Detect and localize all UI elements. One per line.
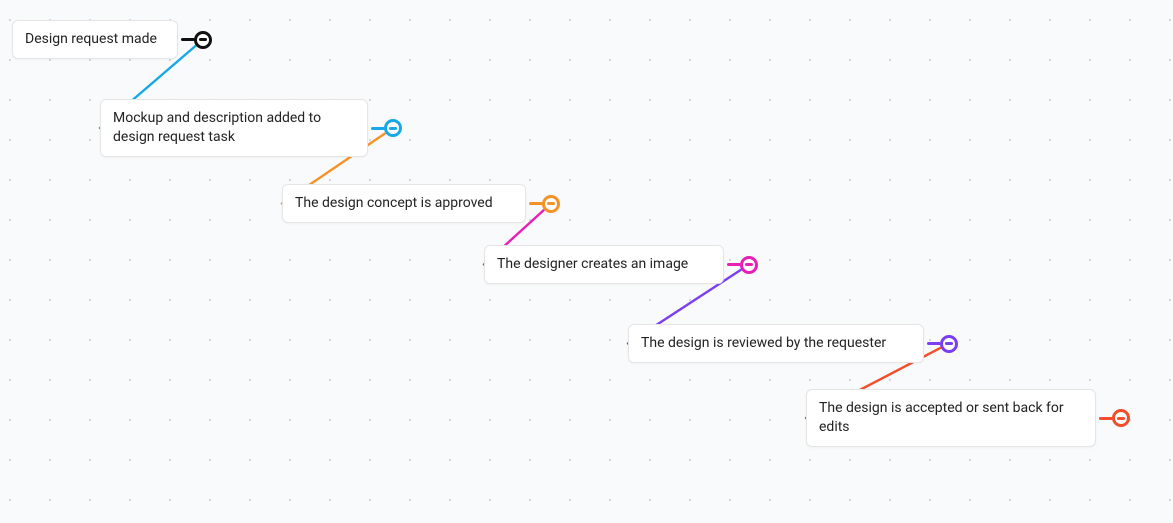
- flow-node[interactable]: Design request made: [12, 20, 178, 59]
- port-dash-icon: [547, 202, 555, 205]
- port[interactable]: [1112, 409, 1130, 427]
- port[interactable]: [940, 335, 958, 353]
- port-stub: [371, 127, 385, 130]
- port-stub: [181, 38, 195, 41]
- port[interactable]: [384, 119, 402, 137]
- flow-node-label: The design concept is approved: [295, 195, 493, 211]
- port-dash-icon: [1117, 417, 1125, 420]
- diagram-canvas[interactable]: Design request made Mockup and descriptio…: [0, 0, 1173, 523]
- flow-node-label: The designer creates an image: [497, 256, 688, 272]
- flow-node[interactable]: The design is reviewed by the requester: [628, 324, 924, 363]
- port[interactable]: [194, 31, 212, 49]
- port-dash-icon: [389, 127, 397, 130]
- flow-node[interactable]: The design is accepted or sent back for …: [806, 389, 1096, 447]
- port-dash-icon: [945, 342, 953, 345]
- port[interactable]: [542, 195, 560, 213]
- flow-node[interactable]: The designer creates an image: [484, 245, 724, 284]
- port-stub: [1099, 417, 1113, 420]
- flow-node-label: Design request made: [25, 31, 157, 47]
- port-stub: [927, 342, 941, 345]
- port-stub: [727, 263, 741, 266]
- port-dash-icon: [745, 263, 753, 266]
- flow-node[interactable]: Mockup and description added to design r…: [100, 99, 368, 157]
- port-dash-icon: [199, 38, 207, 41]
- flow-node-label: Mockup and description added to design r…: [113, 110, 321, 145]
- flow-node-label: The design is reviewed by the requester: [641, 335, 886, 351]
- port-stub: [529, 202, 543, 205]
- port[interactable]: [740, 256, 758, 274]
- flow-node[interactable]: The design concept is approved: [282, 184, 526, 223]
- flow-node-label: The design is accepted or sent back for …: [819, 400, 1064, 435]
